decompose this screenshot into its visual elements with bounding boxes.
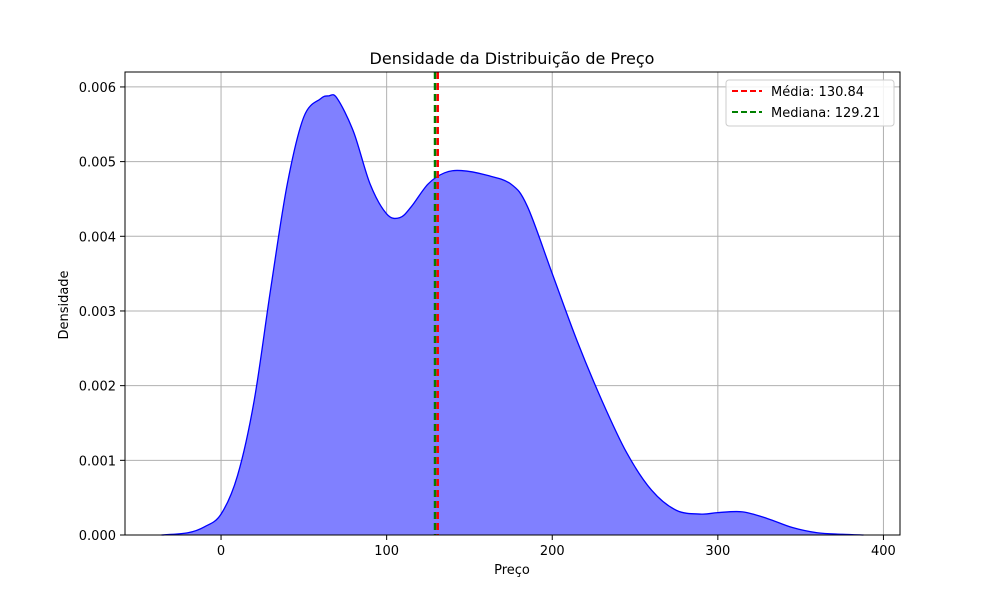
- x-tick-label: 0: [217, 544, 225, 559]
- y-axis-label: Densidade: [57, 270, 72, 339]
- y-tick-label: 0.000: [79, 529, 116, 544]
- y-axis-ticks: 0.000 0.001 0.002 0.003 0.004 0.005 0.006: [79, 81, 125, 544]
- density-line: [161, 94, 864, 536]
- legend: Média: 130.84 Mediana: 129.21: [725, 79, 895, 127]
- y-tick-label: 0.003: [79, 305, 116, 320]
- y-tick-label: 0.002: [79, 380, 116, 395]
- x-tick-label: 100: [374, 544, 399, 559]
- y-tick-label: 0.004: [79, 230, 116, 245]
- chart-title: Densidade da Distribuição de Preço: [370, 49, 655, 68]
- x-tick-label: 200: [540, 544, 565, 559]
- plot-frame: [124, 71, 901, 536]
- legend-box: [725, 79, 895, 127]
- legend-mean-label: Média: 130.84: [771, 85, 864, 100]
- x-axis-ticks: 0 100 200 300 400: [217, 535, 896, 559]
- y-tick-label: 0.001: [79, 454, 116, 469]
- y-tick-label: 0.005: [79, 156, 116, 171]
- legend-median-label: Mediana: 129.21: [771, 106, 880, 121]
- x-axis-label: Preço: [494, 563, 530, 578]
- density-area: [161, 94, 864, 536]
- y-tick-label: 0.006: [79, 81, 116, 96]
- x-tick-label: 400: [871, 544, 896, 559]
- x-tick-label: 300: [705, 544, 730, 559]
